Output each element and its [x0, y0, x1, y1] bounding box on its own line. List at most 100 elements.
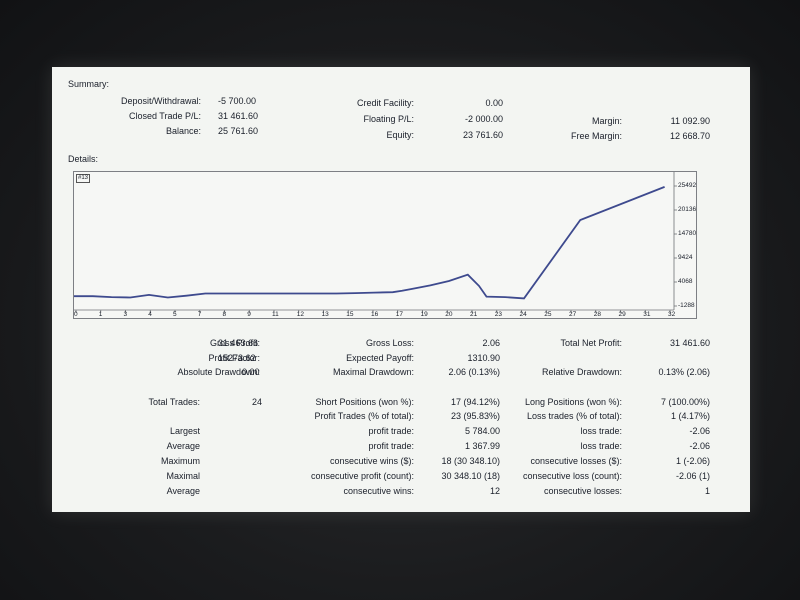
x-tick-label: 8 [222, 311, 227, 318]
profit-factor-label: Profit Factor: [208, 353, 260, 363]
total-net-profit-value: 31 461.60 [669, 338, 710, 348]
floating-pl-label: Floating P/L: [363, 114, 414, 124]
x-tick-label: 17 [395, 311, 403, 318]
x-tick-label: 15 [346, 311, 354, 318]
stat-row-right-value: 1 (-2.06) [675, 456, 710, 466]
tester-report-panel: Summary: Deposit/Withdrawal: -5 700.00 C… [52, 67, 750, 512]
x-tick-label: 27 [569, 311, 577, 318]
loss-trades-value: 1 (4.17%) [670, 411, 710, 421]
stat-row-right-label: consecutive losses ($): [530, 456, 622, 466]
profit-trades-value: 23 (95.83%) [450, 411, 500, 421]
stat-row-mid-value: 18 (30 348.10) [441, 456, 500, 466]
gross-profit-value: 31 463.66 [218, 338, 259, 348]
stat-row-right-label: consecutive losses: [543, 486, 622, 496]
stat-row-mid-label: consecutive wins: [343, 486, 414, 496]
x-tick-label: 23 [494, 311, 502, 318]
x-tick-label: 13 [321, 311, 329, 318]
summary-title: Summary: [68, 79, 110, 89]
x-tick-label: 0 [74, 311, 78, 318]
long-positions-value: 7 (100.00%) [660, 397, 710, 407]
stat-row-mid-label: consecutive profit (count): [310, 471, 414, 481]
x-tick-label: 25 [544, 311, 552, 318]
gross-loss-label: Gross Loss: [365, 338, 414, 348]
details-title: Details: [68, 154, 99, 164]
balance-value: 25 761.60 [218, 126, 259, 136]
deposit-withdrawal-label: Deposit/Withdrawal: [120, 96, 201, 106]
total-trades-label: Total Trades: [148, 397, 200, 407]
loss-trades-label: Loss trades (% of total): [526, 411, 622, 421]
x-tick-label: 1 [98, 311, 103, 318]
expected-payoff-value: 1310.90 [467, 353, 500, 363]
x-tick-label: 12 [296, 311, 304, 318]
stat-row-title: Average [166, 486, 200, 496]
free-margin-value: 12 668.70 [669, 131, 710, 141]
total-net-profit-label: Total Net Profit: [560, 338, 622, 348]
profit-factor-value: 15273.62 [218, 353, 256, 363]
short-positions-value: 17 (94.12%) [450, 397, 500, 407]
stat-row-right-label: loss trade: [580, 426, 622, 436]
x-tick-label: 32 [668, 311, 676, 318]
y-tick-label: 4068 [678, 278, 693, 285]
x-tick-label: 28 [593, 311, 601, 318]
short-positions-label: Short Positions (won %): [315, 397, 414, 407]
x-tick-label: 31 [643, 311, 651, 318]
stat-row-title: Maximum [160, 456, 200, 466]
chart-plot-area [74, 172, 677, 313]
stat-row-title: Largest [169, 426, 200, 436]
balance-series-line [74, 186, 665, 300]
credit-facility-value: 0.00 [485, 98, 503, 108]
x-tick-label: 24 [519, 311, 527, 318]
y-tick-label: 14780 [678, 230, 697, 237]
x-tick-label: 21 [470, 311, 478, 318]
stat-row-right-label: consecutive loss (count): [522, 471, 622, 481]
free-margin-label: Free Margin: [570, 131, 622, 141]
y-tick-label: 9424 [678, 254, 693, 261]
long-positions-label: Long Positions (won %): [524, 397, 622, 407]
gross-profit-label: Gross Profit: [209, 338, 260, 348]
y-tick-label: -1288 [678, 302, 695, 309]
stat-row-right-value: -2.06 [689, 441, 710, 451]
x-tick-label: 7 [197, 311, 202, 318]
closed-trade-pl-label: Closed Trade P/L: [128, 111, 201, 121]
stat-row-mid-value: 30 348.10 (18) [441, 471, 500, 481]
absolute-drawdown-value: 0.00 [242, 367, 260, 377]
maximal-drawdown-value: 2.06 (0.13%) [448, 367, 500, 377]
x-tick-label: 4 [148, 311, 152, 318]
maximal-drawdown-label: Maximal Drawdown: [332, 367, 414, 377]
relative-drawdown-value: 0.13% (2.06) [658, 367, 710, 377]
equity-label: Equity: [386, 130, 414, 140]
margin-label: Margin: [591, 116, 622, 126]
equity-value: 23 761.60 [462, 130, 503, 140]
expected-payoff-label: Expected Payoff: [346, 353, 414, 363]
relative-drawdown-label: Relative Drawdown: [541, 367, 622, 377]
stat-row-title: Average [166, 441, 200, 451]
x-tick-label: 19 [420, 311, 428, 318]
y-tick-label: 20136 [678, 206, 697, 213]
x-tick-label: 29 [618, 311, 626, 318]
closed-trade-pl-value: 31 461.60 [218, 111, 259, 121]
total-trades-value: 24 [252, 397, 263, 407]
balance-label: Balance: [165, 126, 201, 136]
chart-corner-badge: #13 [76, 174, 91, 183]
x-tick-label: 9 [247, 311, 251, 318]
stat-row-right-label: loss trade: [580, 441, 622, 451]
x-tick-label: 3 [123, 311, 128, 318]
stat-row-mid-label: consecutive wins ($): [329, 456, 414, 466]
floating-pl-value: -2 000.00 [464, 114, 503, 124]
y-tick-label: 25492 [678, 182, 697, 189]
stat-row-mid-value: 12 [489, 486, 500, 496]
stat-row-right-value: -2.06 [689, 426, 710, 436]
gross-loss-value: 2.06 [482, 338, 500, 348]
stat-row-mid-value: 1 367.99 [464, 441, 500, 451]
margin-value: 11 092.90 [670, 116, 710, 126]
stat-row-mid-value: 5 784.00 [464, 426, 500, 436]
deposit-withdrawal-value: -5 700.00 [218, 96, 257, 106]
x-tick-label: 16 [371, 311, 379, 318]
stat-row-mid-label: profit trade: [368, 441, 414, 451]
credit-facility-label: Credit Facility: [356, 98, 414, 108]
absolute-drawdown-label: Absolute Drawdown: [177, 367, 260, 377]
profit-trades-label: Profit Trades (% of total): [314, 411, 414, 421]
stat-row-mid-label: profit trade: [368, 426, 414, 436]
stat-row-title: Maximal [166, 471, 200, 481]
